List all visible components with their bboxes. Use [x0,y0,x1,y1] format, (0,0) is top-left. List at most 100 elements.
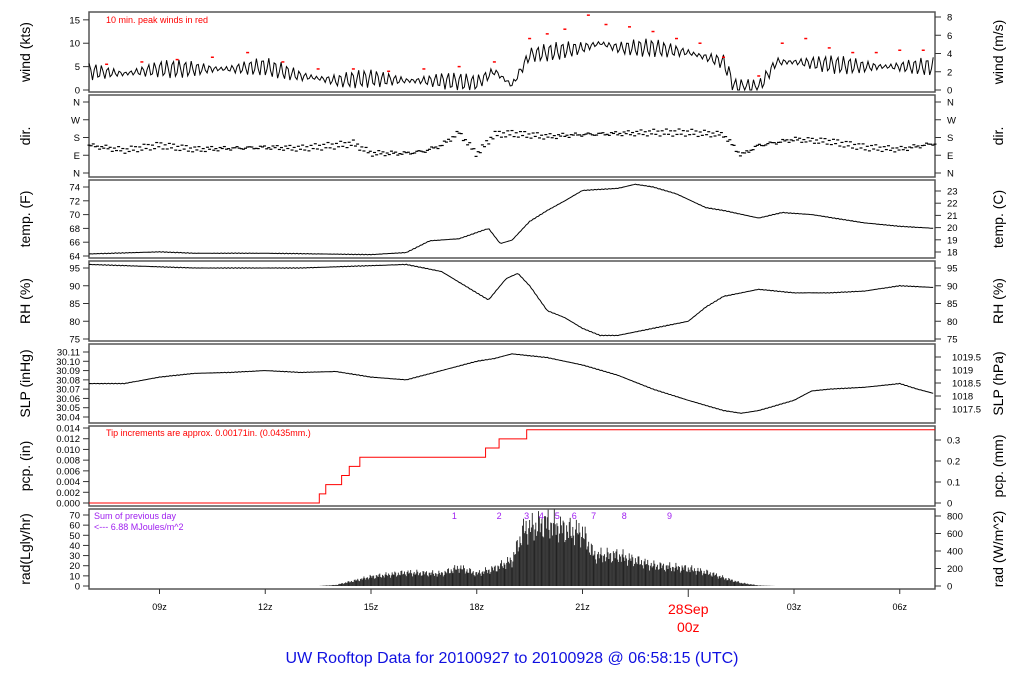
panel-rh-frame [88,260,936,342]
panel-wind-ylabel-right: wind (m/s) [990,20,1006,86]
y-tick-label: 0.010 [56,445,80,456]
rad-marker: 6 [572,511,577,521]
y-tick-label-right: 0.3 [947,436,960,447]
y-tick-label-right: S [947,133,953,144]
panel-temp-frame [88,179,936,259]
y-tick-label-right: 90 [947,281,958,292]
rad-marker: 2 [497,511,502,521]
y-tick-label: 0.000 [56,499,80,510]
y-tick-label-right: 1018.5 [952,379,981,390]
y-tick-label-right: 21 [947,211,958,222]
x-date-label: 28Sep [668,601,709,617]
y-tick-label-right: 1017.5 [952,405,981,416]
panel-dir-ylabel-right: dir. [990,127,1006,146]
y-tick-label: 40 [69,541,80,552]
y-tick-label-right: 1019 [952,366,973,377]
rad-marker: 9 [667,511,672,521]
y-tick-label: 0.004 [56,477,80,488]
y-tick-label-right: 6 [947,31,952,42]
panel-temp-ylabel-right: temp. (C) [990,190,1006,248]
y-tick-label: N [73,169,80,180]
y-tick-label-right: 200 [947,564,963,575]
y-tick-label: 0.002 [56,488,80,499]
y-tick-label: 30.11 [57,348,80,359]
y-tick-label: 68 [69,224,80,235]
y-tick-label-right: 0.1 [947,478,960,489]
y-tick-label-right: N [947,169,954,180]
y-tick-label-right: W [947,115,956,126]
y-tick-label-right: 75 [947,335,958,346]
y-tick-label: 30.10 [56,357,80,368]
panel-dir-frame [88,94,936,178]
panel-slp-ylabel-right: SLP (hPa) [990,351,1006,415]
y-tick-label-right: 95 [947,264,958,275]
panel-slp-frame [88,343,936,424]
x-tick-label: 18z [469,602,484,612]
panel-rad-frame [88,508,936,590]
y-tick-label-right: 600 [947,529,963,540]
x-tick-label: 21z [575,602,590,612]
panel-dir-ylabel: dir. [17,127,33,146]
panel-rad-ylabel-right: rad (W/m^2) [990,511,1006,588]
rad-annotation-line1: Sum of previous day [94,511,177,521]
y-tick-label-right: 23 [947,187,958,198]
y-tick-label: N [73,98,80,109]
y-tick-label: 60 [69,521,80,532]
pcp-annotation: Tip increments are approx. 0.00171in. (0… [106,428,311,438]
rad-annotation-line2: <--- 6.88 MJoules/m^2 [94,522,184,532]
y-tick-label-right: 20 [947,223,958,234]
y-tick-label-right: 2 [947,67,952,78]
x-tick-label: 00z [677,619,700,635]
rad-marker: 3 [524,511,529,521]
y-tick-label-right: N [947,98,954,109]
y-tick-label-right: 80 [947,317,958,328]
chart-title: UW Rooftop Data for 20100927 to 20100928… [285,650,739,667]
panel-temp-ylabel: temp. (F) [17,191,33,248]
y-tick-label-right: 1019.5 [952,353,981,364]
rad-marker: 5 [555,511,560,521]
wind-speed-line [88,38,934,92]
y-tick-label: 0.008 [56,456,80,467]
y-tick-label: 95 [69,264,80,275]
y-tick-label: 30.08 [56,375,80,386]
rad-marker: 7 [591,511,596,521]
y-tick-label: 10 [69,39,80,50]
y-tick-label: 70 [69,511,80,522]
y-tick-label: 50 [69,531,80,542]
y-tick-label: 0.006 [56,466,80,477]
panel-rad-ylabel: rad(Lgly/hr) [17,513,33,585]
y-tick-label-right: 4 [947,49,952,60]
y-tick-label: 0.014 [56,424,80,435]
panel-rh-ylabel: RH (%) [17,278,33,324]
y-tick-label-right: 19 [947,235,958,246]
precip-line [89,429,935,504]
y-tick-label: 30 [69,551,80,562]
y-tick-label: W [71,115,80,126]
slp-line [88,353,934,414]
panel-slp-ylabel: SLP (inHg) [17,349,33,417]
y-tick-label: 0 [75,582,80,593]
y-tick-label-right: 0 [947,499,952,510]
y-tick-label: 5 [75,62,80,73]
rh-line [88,263,934,337]
y-tick-label-right: 0 [947,86,952,97]
y-tick-label: 30.06 [56,394,80,405]
y-tick-label: 66 [69,238,80,249]
y-tick-label: 30.07 [56,385,80,396]
x-tick-label: 03z [787,602,802,612]
y-tick-label-right: 1018 [952,392,973,403]
y-tick-label: 64 [69,252,80,263]
panel-wind-frame [88,11,936,93]
x-tick-label: 09z [152,602,167,612]
y-tick-label-right: 22 [947,199,958,210]
x-tick-label: 15z [364,602,379,612]
y-tick-label-right: 0 [947,582,952,593]
y-tick-label: 20 [69,561,80,572]
y-tick-label-right: 0.2 [947,457,960,468]
y-tick-label: 10 [69,571,80,582]
panel-rh-ylabel-right: RH (%) [990,278,1006,324]
y-tick-label-right: 85 [947,299,958,310]
y-tick-label: 0.012 [56,434,80,445]
y-tick-label-right: 800 [947,512,963,523]
